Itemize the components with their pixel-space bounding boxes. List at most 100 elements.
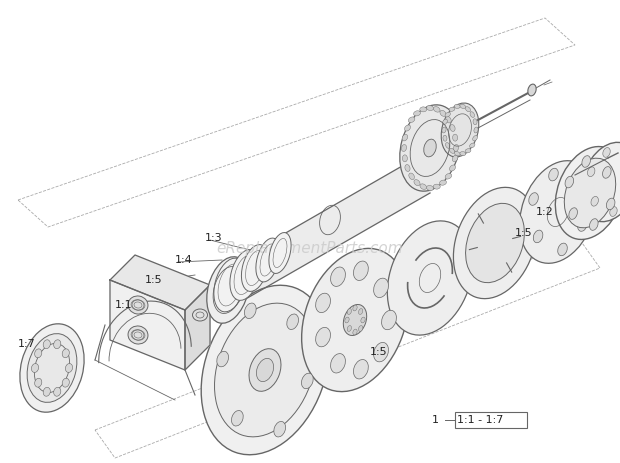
Ellipse shape — [556, 147, 620, 239]
Ellipse shape — [358, 309, 363, 314]
Ellipse shape — [353, 305, 357, 311]
Ellipse shape — [269, 232, 291, 274]
Bar — [455, 412, 527, 428]
Ellipse shape — [66, 363, 73, 372]
Ellipse shape — [441, 103, 479, 157]
Ellipse shape — [405, 164, 410, 171]
Ellipse shape — [414, 180, 420, 186]
Ellipse shape — [423, 139, 436, 157]
Ellipse shape — [353, 261, 368, 281]
Ellipse shape — [591, 196, 598, 206]
Ellipse shape — [580, 142, 620, 222]
Ellipse shape — [472, 136, 477, 141]
Ellipse shape — [353, 329, 357, 335]
Ellipse shape — [287, 314, 298, 330]
Ellipse shape — [217, 351, 229, 367]
Ellipse shape — [420, 107, 427, 112]
Ellipse shape — [256, 238, 280, 282]
Ellipse shape — [54, 340, 61, 349]
Text: eReplacementParts.com: eReplacementParts.com — [216, 240, 404, 256]
Ellipse shape — [603, 167, 611, 178]
Ellipse shape — [450, 125, 455, 131]
Ellipse shape — [474, 127, 478, 133]
Ellipse shape — [374, 343, 389, 362]
Ellipse shape — [443, 135, 447, 141]
Ellipse shape — [445, 174, 451, 179]
Ellipse shape — [402, 134, 408, 141]
Ellipse shape — [381, 310, 396, 330]
Ellipse shape — [442, 127, 446, 133]
Ellipse shape — [445, 112, 451, 117]
Ellipse shape — [473, 119, 477, 125]
Ellipse shape — [20, 324, 84, 412]
Text: 1: 1 — [432, 415, 439, 425]
Ellipse shape — [528, 84, 536, 96]
Ellipse shape — [427, 106, 433, 111]
Ellipse shape — [449, 107, 455, 111]
Ellipse shape — [330, 354, 345, 373]
Ellipse shape — [128, 326, 148, 344]
Ellipse shape — [35, 378, 42, 387]
Ellipse shape — [588, 167, 595, 176]
Ellipse shape — [192, 309, 208, 321]
Text: 1:1 - 1:7: 1:1 - 1:7 — [457, 415, 503, 425]
Ellipse shape — [565, 176, 574, 188]
Ellipse shape — [453, 134, 458, 141]
Ellipse shape — [433, 184, 440, 189]
Ellipse shape — [440, 110, 446, 116]
Ellipse shape — [533, 230, 543, 243]
Ellipse shape — [409, 117, 415, 123]
Ellipse shape — [409, 173, 414, 180]
Ellipse shape — [606, 198, 615, 210]
Ellipse shape — [316, 293, 330, 313]
Ellipse shape — [241, 244, 268, 291]
Ellipse shape — [302, 248, 409, 392]
Ellipse shape — [564, 158, 616, 228]
Ellipse shape — [330, 267, 345, 287]
Ellipse shape — [43, 340, 50, 349]
Ellipse shape — [400, 105, 460, 191]
Ellipse shape — [32, 363, 38, 372]
Text: 1:7: 1:7 — [18, 339, 36, 349]
Ellipse shape — [201, 285, 329, 455]
Ellipse shape — [469, 143, 475, 148]
Ellipse shape — [573, 181, 583, 194]
Ellipse shape — [427, 185, 433, 191]
Ellipse shape — [353, 360, 368, 379]
Ellipse shape — [27, 334, 77, 402]
Ellipse shape — [207, 257, 249, 323]
Ellipse shape — [446, 117, 451, 123]
Ellipse shape — [128, 296, 148, 314]
Ellipse shape — [414, 111, 420, 116]
Ellipse shape — [62, 378, 69, 387]
Ellipse shape — [460, 104, 466, 108]
Text: 1:5: 1:5 — [515, 228, 533, 238]
Ellipse shape — [466, 203, 525, 282]
Text: 1:5: 1:5 — [145, 275, 162, 285]
Ellipse shape — [43, 388, 50, 396]
Ellipse shape — [257, 358, 273, 382]
Ellipse shape — [590, 219, 598, 230]
Ellipse shape — [453, 155, 458, 162]
Ellipse shape — [609, 206, 617, 216]
Ellipse shape — [446, 143, 450, 148]
Polygon shape — [230, 150, 430, 308]
Ellipse shape — [347, 325, 352, 332]
Text: 1:2: 1:2 — [536, 207, 554, 217]
Ellipse shape — [454, 151, 460, 156]
Ellipse shape — [582, 156, 590, 167]
Ellipse shape — [214, 258, 246, 312]
Text: 1:4: 1:4 — [175, 255, 193, 265]
Polygon shape — [185, 285, 210, 370]
Ellipse shape — [558, 243, 567, 256]
Ellipse shape — [35, 349, 42, 358]
Ellipse shape — [529, 193, 538, 205]
Ellipse shape — [402, 155, 407, 162]
Ellipse shape — [249, 349, 281, 391]
Ellipse shape — [343, 305, 366, 336]
Ellipse shape — [420, 184, 427, 189]
Ellipse shape — [361, 317, 365, 323]
Ellipse shape — [301, 373, 313, 389]
Ellipse shape — [450, 148, 454, 153]
Ellipse shape — [453, 144, 459, 151]
